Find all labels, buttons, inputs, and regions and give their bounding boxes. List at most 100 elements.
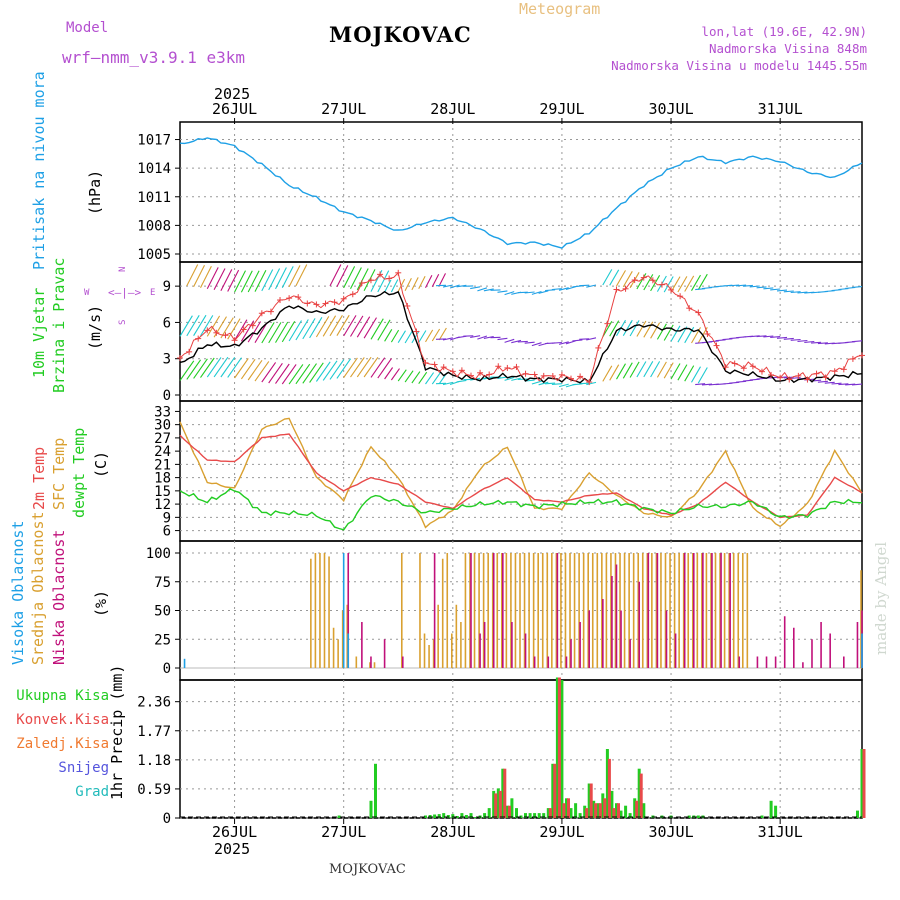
model-name: wrf—nmm_v3.9.1 e3km (62, 48, 246, 67)
precip-bar (598, 803, 602, 818)
wind-arrow (517, 340, 528, 343)
wind-arrow (309, 362, 324, 383)
day-label-top: 26JUL (212, 100, 257, 118)
y-tick-label: 0 (163, 661, 171, 677)
wind-arrow (531, 380, 542, 385)
wind-arrow (643, 274, 654, 291)
wind-arrow (200, 357, 215, 378)
wind-arrow (729, 284, 740, 287)
y-tick-label: 21 (154, 457, 171, 473)
wind-arrow (193, 358, 208, 379)
wind-arrow (302, 363, 317, 384)
precip-bar (437, 814, 441, 818)
precip-bar (442, 813, 446, 818)
wind-arrow (200, 315, 214, 337)
wind-arrow (213, 268, 226, 291)
wind-arrow (851, 286, 863, 288)
wind-arrow (356, 316, 371, 338)
wind-arrow (438, 273, 446, 287)
wind-arrow (390, 329, 400, 343)
precip-bar (505, 805, 509, 818)
wind-arrow (261, 269, 274, 292)
year-top: 2025 (214, 85, 251, 103)
wind-arrow (418, 276, 426, 290)
precip-bar (687, 815, 691, 818)
precip-bar (637, 768, 641, 818)
wind-arrow (763, 287, 774, 290)
wind-arrow (315, 316, 330, 338)
precip-bar (565, 798, 568, 818)
temp-2m-line (179, 433, 863, 519)
wind-arrow (200, 266, 212, 288)
wind-arrow (220, 269, 233, 292)
precip-bar (592, 800, 596, 819)
wind-arrow (470, 286, 481, 290)
day-label-bottom: 29JUL (539, 823, 584, 841)
wind-arrow (811, 341, 822, 344)
precip-bar (498, 790, 502, 818)
precip-bar (551, 763, 555, 818)
wind-arrow (851, 383, 863, 386)
precip-bar (760, 815, 764, 818)
wind-arrow (404, 278, 412, 292)
lonlat-label: lon,lat (19.6E, 42.9N) (701, 24, 867, 39)
year-bottom: 2025 (214, 840, 251, 858)
y-tick-label: 25 (154, 632, 171, 648)
precip-bar (617, 803, 620, 818)
wind-arrow (377, 270, 390, 293)
y-tick-label: 1011 (137, 190, 171, 206)
wind-arrow (240, 358, 256, 380)
pressure-line (179, 137, 863, 249)
wind-arrow (193, 314, 207, 336)
wind-arrow (377, 319, 391, 341)
wind-arrow (254, 361, 270, 382)
wind-arrow (275, 321, 289, 343)
precip-bar (455, 816, 459, 818)
wind-arrow (343, 315, 357, 337)
precip-bar (774, 805, 778, 818)
wind-arrow (425, 372, 435, 385)
wind-arrow (193, 265, 205, 287)
wind-arrow (336, 358, 352, 379)
precip-bar (337, 815, 341, 818)
wind-arrow (497, 290, 508, 293)
precip-bar (507, 805, 511, 818)
wind-arrow (431, 372, 441, 385)
precip-bar (562, 803, 566, 818)
wind-arrow (343, 266, 356, 289)
wind-arrow (370, 318, 384, 340)
wind-arrow (643, 321, 654, 338)
wind-arrow (275, 363, 290, 384)
wind-arrow (425, 274, 433, 288)
precip-bar (769, 800, 773, 819)
compass-east: E (150, 288, 156, 298)
wind-arrow (261, 362, 277, 383)
wind-arrow (565, 340, 576, 345)
wind-arrow (783, 290, 794, 293)
wind-arrow (831, 382, 842, 385)
wind-arrow (609, 320, 620, 337)
wind-arrow (551, 341, 562, 344)
precip-bar (585, 808, 589, 818)
day-label-top: 27JUL (321, 100, 366, 118)
precip-bar (567, 798, 570, 818)
y-tick-label: 1.77 (137, 724, 171, 740)
precip-bar (501, 768, 505, 818)
wind-arrow (404, 370, 414, 383)
wind-arrow (213, 356, 229, 378)
y-tick-label: 0.59 (137, 782, 171, 798)
wind-arrow (656, 323, 667, 340)
wind-arrow (572, 339, 583, 342)
wind-arrow (695, 383, 706, 386)
wind-arrow (456, 284, 467, 288)
y-tick-label: 1014 (137, 161, 171, 177)
wind-arrow (770, 288, 781, 291)
precip-bar (569, 808, 573, 818)
day-label-top: 30JUL (648, 100, 693, 118)
wind-arrow (517, 378, 528, 381)
wind-arrow (247, 359, 263, 381)
wind-arrow (281, 364, 297, 385)
wind-arrow (329, 315, 343, 337)
wind-arrow (179, 360, 195, 381)
precip-bar (451, 814, 455, 818)
